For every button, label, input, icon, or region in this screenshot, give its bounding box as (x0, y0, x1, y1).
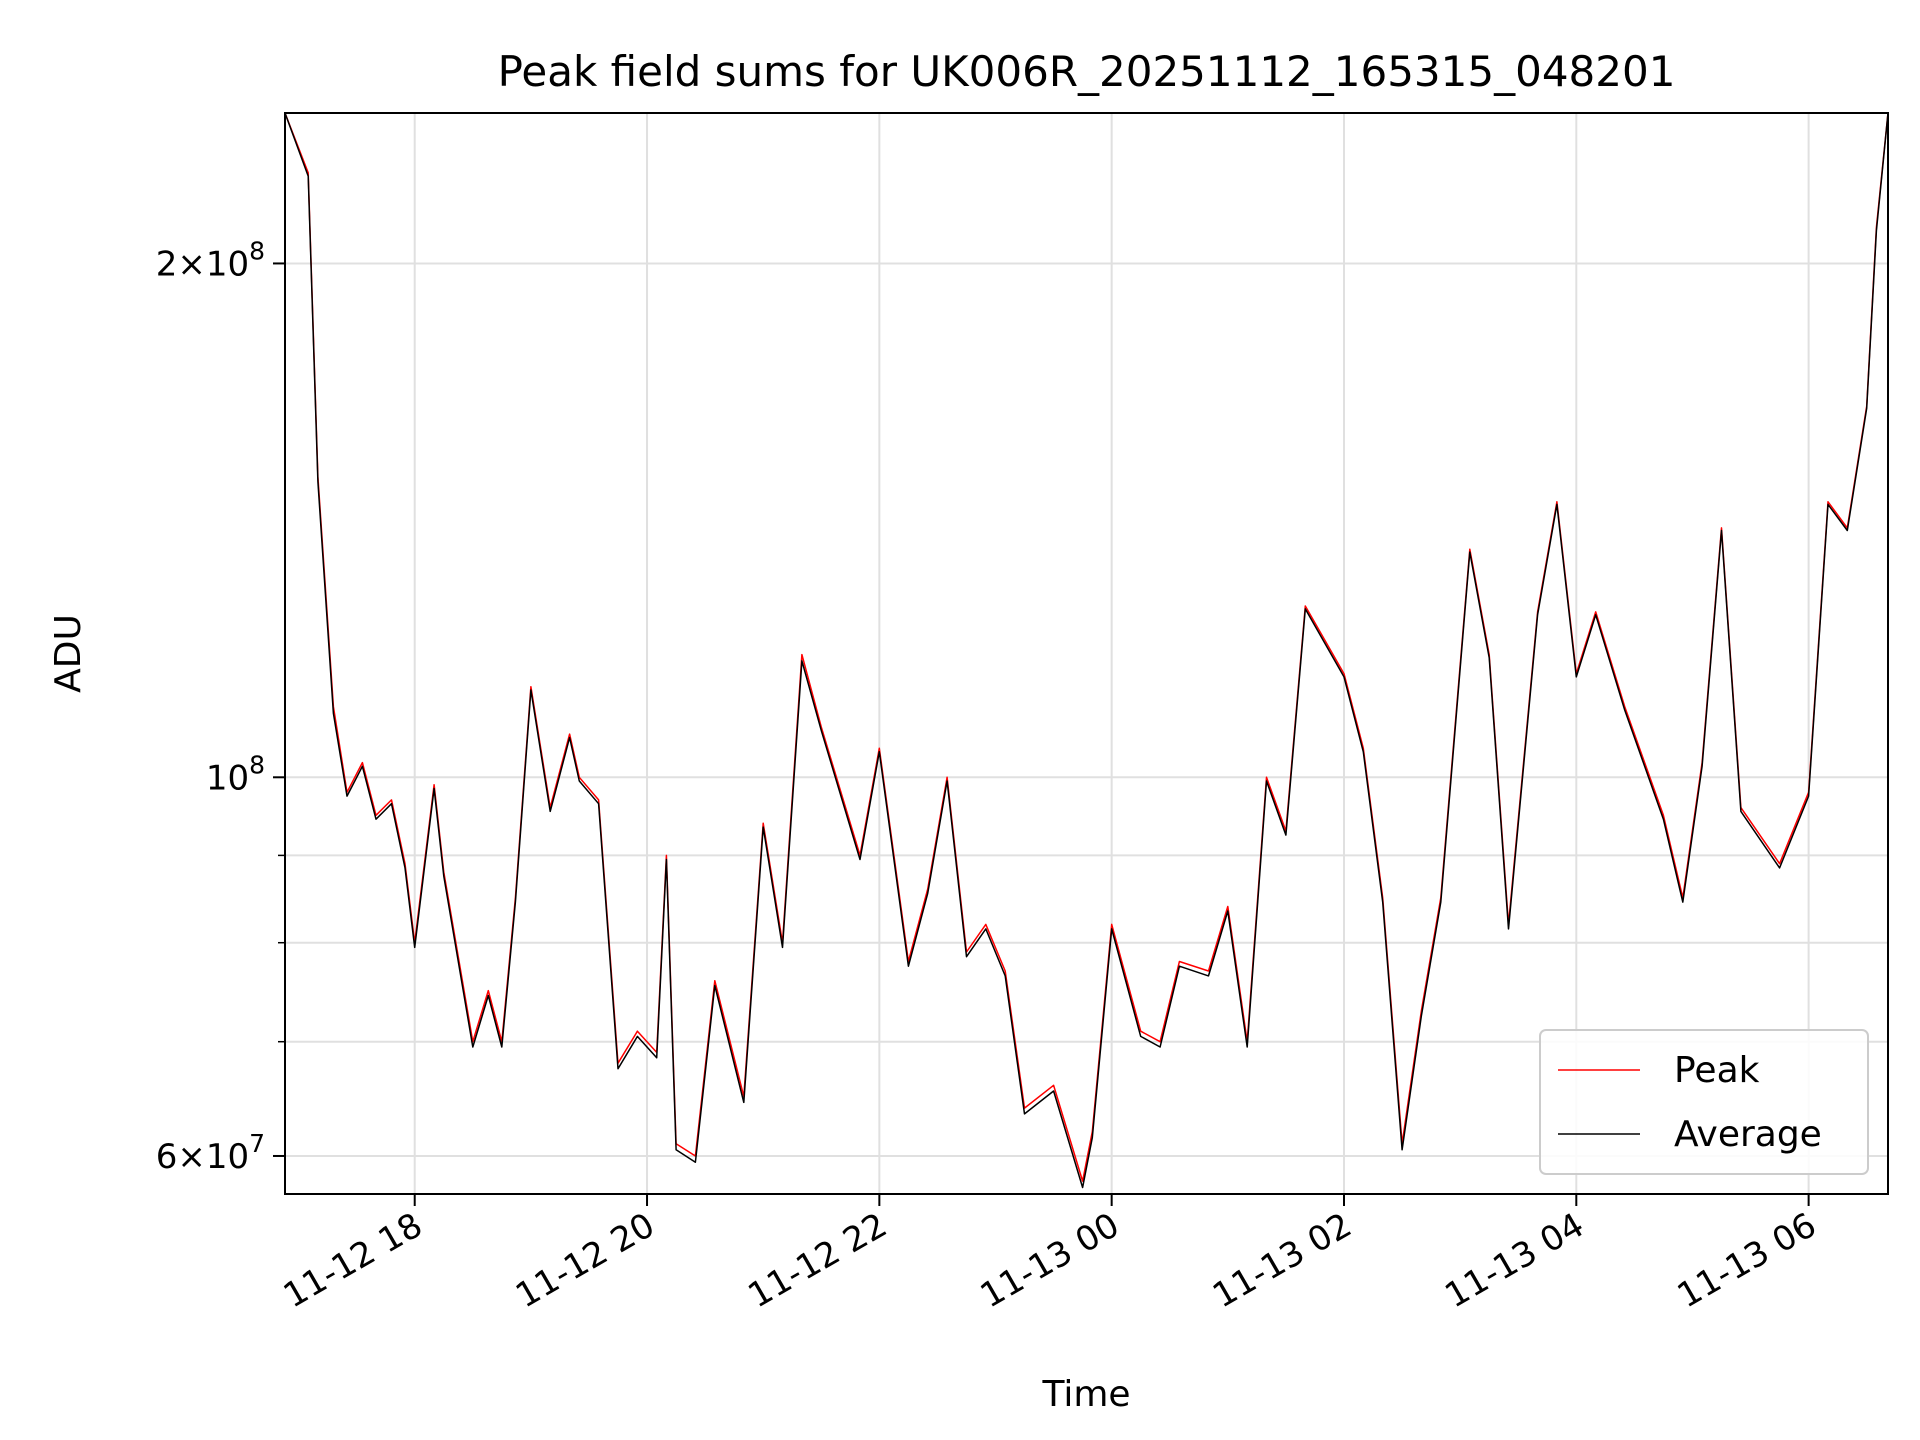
chart-title: Peak field sums for UK006R_20251112_1653… (498, 47, 1676, 96)
legend-box (1539, 1029, 1869, 1175)
y-tick-label: 108 (206, 750, 265, 798)
y-tick-mantissa: 2 (156, 244, 178, 284)
y-tick-base: 10 (206, 1137, 249, 1177)
legend-label-average: Average (1674, 1114, 1822, 1155)
legend: Peak Average (1539, 1029, 1869, 1175)
series-line-average (285, 113, 1888, 1189)
y-tick-mantissa: 6 (156, 1137, 178, 1177)
grid (285, 113, 1888, 1194)
y-tick-times: × (177, 1137, 206, 1177)
plot-frame (284, 112, 1889, 1195)
y-tick-exponent: 7 (249, 1129, 265, 1158)
y-tick-label: 6×107 (156, 1129, 265, 1177)
series-line-peak (285, 113, 1888, 1182)
x-axis-title: Time (1041, 1374, 1130, 1415)
y-tick-times: × (177, 244, 206, 284)
legend-label-peak: Peak (1674, 1050, 1760, 1091)
y-tick-base: 10 (206, 758, 249, 798)
series-lines (285, 113, 1888, 1189)
y-axis-title: ADU (48, 614, 89, 693)
y-tick-base: 10 (206, 244, 249, 284)
y-tick-exponent: 8 (249, 750, 265, 779)
y-tick-label: 2×108 (156, 236, 265, 284)
y-tick-exponent: 8 (249, 236, 265, 265)
